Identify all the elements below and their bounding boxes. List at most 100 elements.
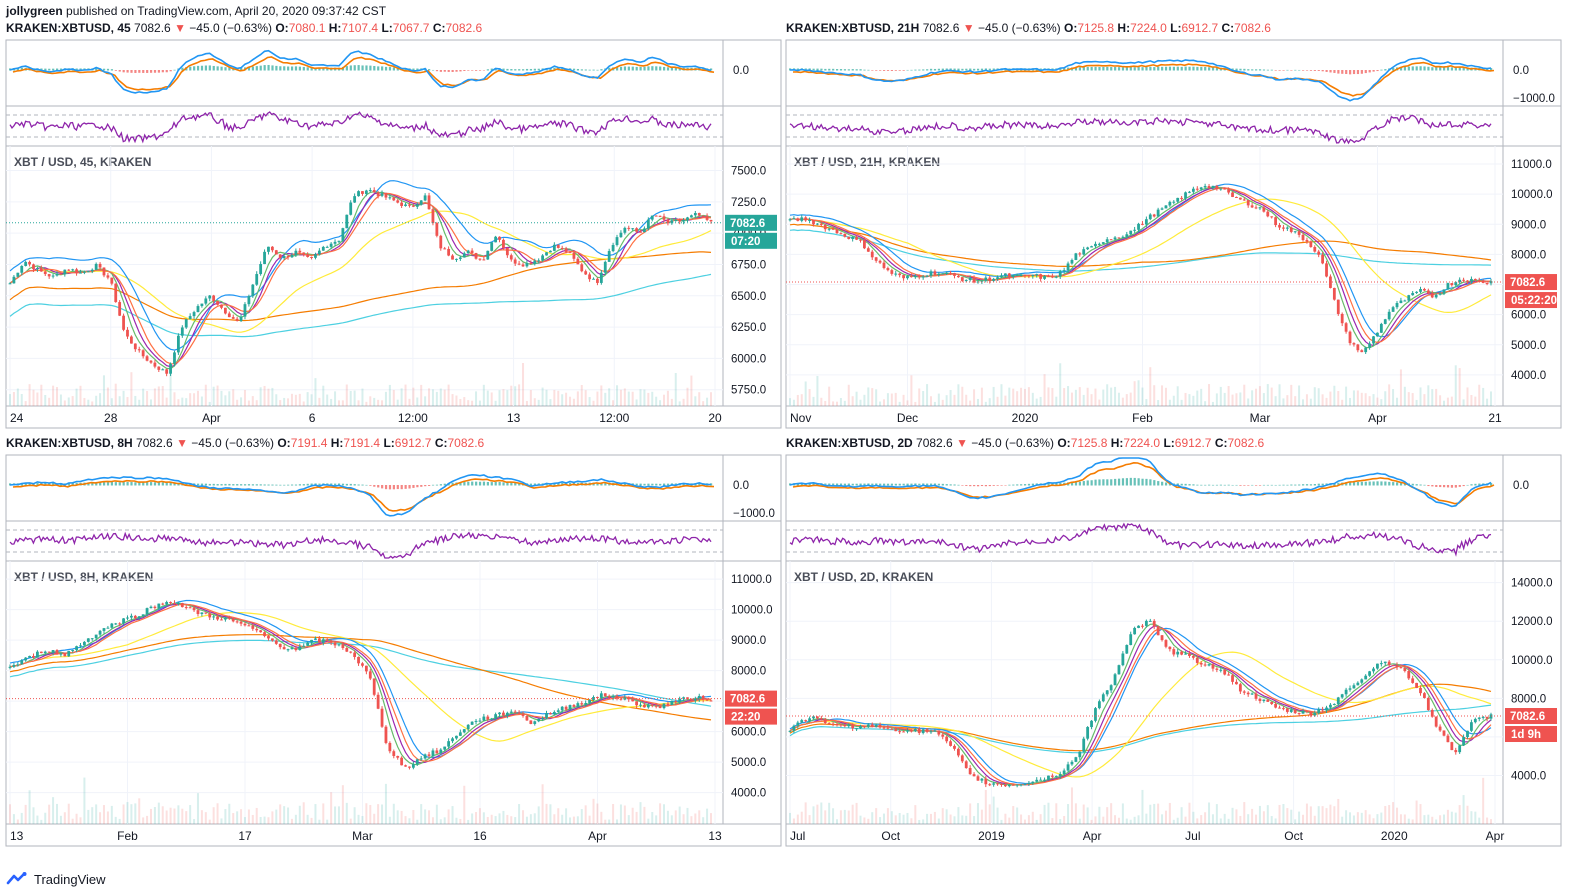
macd-histogram-bar xyxy=(973,68,976,71)
candle-body xyxy=(36,268,39,270)
macd-histogram-bar xyxy=(1411,483,1414,486)
candle-body xyxy=(321,246,325,251)
candle-body xyxy=(1376,663,1379,669)
candle-body xyxy=(902,731,905,733)
candle-body xyxy=(173,352,176,364)
candle-body xyxy=(898,731,902,733)
candle-body xyxy=(188,316,192,320)
macd-histogram-bar xyxy=(522,69,525,71)
candle-body xyxy=(1082,249,1086,255)
candle-body xyxy=(697,695,701,700)
candle-body xyxy=(796,218,800,221)
author-name[interactable]: jollygreen xyxy=(6,4,63,18)
candle-body xyxy=(678,219,682,222)
macd-histogram-bar xyxy=(1192,484,1195,486)
macd-histogram-bar xyxy=(1419,66,1422,71)
macd-histogram-bar xyxy=(267,64,270,71)
candle-body xyxy=(231,618,235,622)
macd-histogram-bar xyxy=(298,484,301,486)
macd-histogram-bar xyxy=(1349,482,1352,486)
macd-histogram-bar xyxy=(1243,68,1246,71)
macd-histogram-bar xyxy=(1157,66,1160,71)
candle-body xyxy=(1403,667,1407,672)
candle-body xyxy=(200,612,204,615)
candle-body xyxy=(1191,188,1195,192)
candle-body xyxy=(1462,279,1465,281)
candle-body xyxy=(161,603,165,605)
candle-body xyxy=(1211,664,1215,669)
candle-body xyxy=(1305,240,1309,242)
candle-body xyxy=(984,277,988,281)
candle-body xyxy=(24,261,28,266)
candle-body xyxy=(282,647,286,650)
macd-histogram-bar xyxy=(165,70,168,73)
candle-body xyxy=(1219,188,1223,190)
macd-histogram-bar xyxy=(1392,67,1395,71)
macd-histogram-bar xyxy=(388,485,392,490)
candle-body xyxy=(8,666,12,668)
candle-body xyxy=(1168,646,1172,650)
macd-histogram-bar xyxy=(800,483,803,486)
candle-body xyxy=(788,730,792,732)
candle-body xyxy=(1215,185,1219,190)
macd-histogram-bar xyxy=(1290,484,1293,486)
candle-body xyxy=(1423,693,1426,698)
candle-body xyxy=(161,369,165,371)
macd-histogram-bar xyxy=(1274,484,1277,486)
moving-average-line xyxy=(789,229,1492,272)
price-tick: 12000.0 xyxy=(1511,616,1553,628)
macd-histogram-bar xyxy=(1349,70,1352,75)
macd-histogram-bar xyxy=(882,70,886,71)
chart-panel-1[interactable]: KRAKEN:XBTUSD, 21H 7082.6 ▼ −45.0 (−0.63… xyxy=(785,21,1562,429)
chart-panel-0[interactable]: KRAKEN:XBTUSD, 45 7082.6 ▼ −45.0 (−0.63%… xyxy=(5,21,782,429)
chart-panel-2[interactable]: KRAKEN:XBTUSD, 8H 7082.6 ▼ −45.0 (−0.63%… xyxy=(5,436,782,847)
macd-histogram-bar xyxy=(937,483,941,486)
macd-histogram-bar xyxy=(576,68,580,71)
macd-histogram-bar xyxy=(443,70,446,72)
candle-body xyxy=(1340,313,1344,324)
macd-histogram-bar xyxy=(643,66,646,71)
candle-body xyxy=(114,283,118,303)
macd-histogram-bar xyxy=(478,70,482,71)
candle-body xyxy=(1250,693,1254,695)
macd-histogram-bar xyxy=(279,66,282,71)
candle-body xyxy=(157,603,161,609)
macd-histogram-bar xyxy=(1012,484,1015,486)
x-tick: 20 xyxy=(708,411,722,425)
macd-histogram-bar xyxy=(1368,481,1371,486)
candle-body xyxy=(408,766,411,768)
macd-histogram-bar xyxy=(1129,67,1132,71)
macd-histogram-bar xyxy=(1047,482,1050,486)
macd-histogram-bar xyxy=(341,483,345,486)
macd-histogram-bar xyxy=(886,483,890,486)
macd-histogram-bar xyxy=(1008,484,1011,486)
candle-body xyxy=(584,271,588,275)
macd-histogram-bar xyxy=(212,65,215,71)
candle-body xyxy=(992,783,996,785)
macd-histogram-bar xyxy=(416,68,419,71)
candle-body xyxy=(855,728,858,730)
footer-brand[interactable]: TradingView xyxy=(34,871,106,887)
macd-histogram-bar xyxy=(122,70,125,73)
macd-histogram-bar xyxy=(1098,66,1101,71)
macd-histogram-bar xyxy=(1255,485,1258,486)
candle-body xyxy=(502,712,505,716)
macd-histogram-bar xyxy=(816,68,819,71)
candle-body xyxy=(929,731,933,733)
candle-body xyxy=(1235,681,1238,685)
candle-body xyxy=(674,219,678,221)
candle-body xyxy=(1125,234,1129,237)
candle-body xyxy=(1039,779,1043,781)
candle-body xyxy=(705,699,709,701)
price-tick: 7250.0 xyxy=(731,197,766,209)
macd-histogram-bar xyxy=(306,483,309,486)
candle-body xyxy=(556,710,560,712)
candle-body xyxy=(462,253,466,258)
chart-panel-3[interactable]: KRAKEN:XBTUSD, 2D 7082.6 ▼ −45.0 (−0.63%… xyxy=(785,436,1562,847)
macd-histogram-bar xyxy=(1333,70,1336,73)
candle-body xyxy=(325,246,329,248)
macd-histogram-bar xyxy=(1384,481,1387,486)
macd-histogram-bar xyxy=(510,482,513,486)
candle-body xyxy=(1278,225,1281,228)
macd-histogram-bar xyxy=(631,66,634,71)
